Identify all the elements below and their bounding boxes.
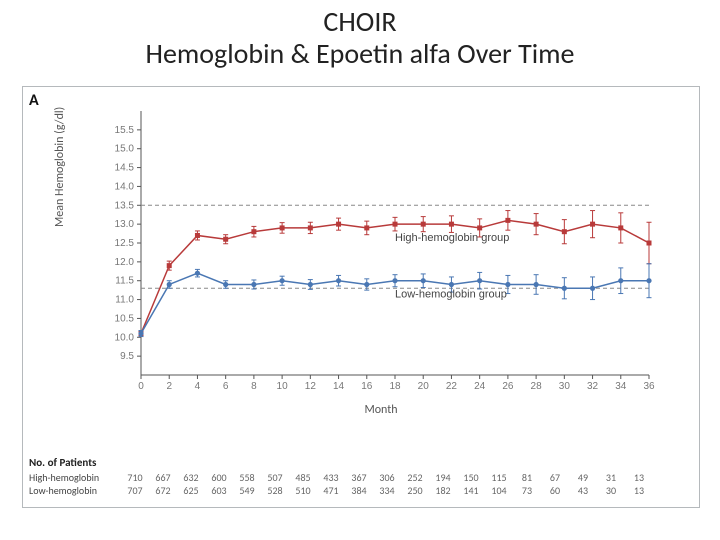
svg-text:22: 22	[446, 381, 458, 392]
counts-cell: 13	[625, 471, 653, 484]
counts-row-label: High-hemoglobin	[29, 471, 121, 484]
counts-cell: 433	[317, 471, 345, 484]
counts-cell: 707	[121, 484, 149, 497]
svg-text:34: 34	[615, 381, 627, 392]
counts-cell: 603	[205, 484, 233, 497]
counts-cell: 194	[429, 471, 457, 484]
svg-text:24: 24	[474, 381, 486, 392]
svg-text:28: 28	[531, 381, 543, 392]
svg-text:12.5: 12.5	[115, 238, 135, 249]
svg-text:4: 4	[195, 381, 201, 392]
counts-cell: 667	[149, 471, 177, 484]
title-line-2: Hemoglobin & Epoetin alfa Over Time	[146, 36, 575, 71]
counts-cell: 471	[317, 484, 345, 497]
svg-text:26: 26	[502, 381, 514, 392]
counts-cell: 150	[457, 471, 485, 484]
figure-panel: A Mean Hemoglobin (g/dl) 9.5 10.0 10.5 11.0…	[22, 86, 700, 508]
counts-cell: 367	[345, 471, 373, 484]
counts-cell: 141	[457, 484, 485, 497]
svg-text:20: 20	[418, 381, 430, 392]
y-axis-label: Mean Hemoglobin (g/dl)	[53, 107, 67, 227]
counts-cell: 384	[345, 484, 373, 497]
counts-row-high: High-hemoglobin7106676326005585074854333…	[29, 471, 693, 484]
counts-cell: 43	[569, 484, 597, 497]
plot-area: 9.5 10.0 10.5 11.0 11.5 12.0 12.5 13.0 13.5 14.0 1…	[101, 103, 661, 383]
counts-cell: 510	[289, 484, 317, 497]
svg-text:15.0: 15.0	[115, 144, 135, 155]
svg-text:11.5: 11.5	[115, 276, 134, 287]
counts-cell: 485	[289, 471, 317, 484]
counts-cell: 31	[597, 471, 625, 484]
svg-text:14: 14	[333, 381, 345, 392]
chart-svg: 9.5 10.0 10.5 11.0 11.5 12.0 12.5 13.0 13.5 14.0 1…	[101, 103, 661, 403]
panel-label: A	[29, 91, 39, 110]
counts-cell: 528	[261, 484, 289, 497]
svg-text:0: 0	[138, 381, 144, 392]
svg-text:14.5: 14.5	[115, 163, 135, 174]
svg-text:2: 2	[166, 381, 172, 392]
svg-text:16: 16	[361, 381, 373, 392]
svg-text:12.0: 12.0	[115, 257, 135, 268]
counts-cell: 67	[541, 471, 569, 484]
svg-text:30: 30	[559, 381, 571, 392]
counts-cell: 81	[513, 471, 541, 484]
counts-cell: 182	[429, 484, 457, 497]
svg-text:10.0: 10.0	[115, 332, 135, 343]
svg-text:12: 12	[305, 381, 317, 392]
patient-counts-block: No. of Patients High-hemoglobin710667632…	[29, 456, 693, 497]
counts-cell: 672	[149, 484, 177, 497]
counts-cell: 104	[485, 484, 513, 497]
counts-cell: 73	[513, 484, 541, 497]
svg-text:32: 32	[587, 381, 599, 392]
counts-cell: 306	[373, 471, 401, 484]
svg-text:13.0: 13.0	[115, 219, 135, 230]
counts-cell: 710	[121, 471, 149, 484]
svg-text:36: 36	[643, 381, 655, 392]
svg-text:11.0: 11.0	[115, 295, 134, 306]
svg-text:9.5: 9.5	[120, 351, 134, 362]
counts-cell: 252	[401, 471, 429, 484]
counts-title: No. of Patients	[29, 456, 693, 469]
counts-cell: 600	[205, 471, 233, 484]
counts-cell: 632	[177, 471, 205, 484]
title-line-1: CHOIR	[323, 4, 396, 39]
counts-row-label: Low-hemoglobin	[29, 484, 121, 497]
svg-text:Low-hemoglobin group: Low-hemoglobin group	[395, 289, 507, 301]
svg-text:10.5: 10.5	[115, 313, 135, 324]
counts-cell: 507	[261, 471, 289, 484]
x-axis-label: Month	[101, 403, 661, 417]
counts-cell: 558	[233, 471, 261, 484]
svg-text:13.5: 13.5	[115, 200, 135, 211]
counts-row-low: Low-hemoglobin70767262560354952851047138…	[29, 484, 693, 497]
svg-text:18: 18	[389, 381, 401, 392]
slide-title: CHOIR Hemoglobin & Epoetin alfa Over Tim…	[0, 6, 720, 70]
svg-text:High-hemoglobin group: High-hemoglobin group	[395, 232, 509, 244]
svg-text:8: 8	[251, 381, 257, 392]
counts-cell: 549	[233, 484, 261, 497]
counts-cell: 49	[569, 471, 597, 484]
svg-text:14.0: 14.0	[115, 181, 135, 192]
counts-cell: 625	[177, 484, 205, 497]
counts-cell: 334	[373, 484, 401, 497]
counts-cell: 30	[597, 484, 625, 497]
svg-text:10: 10	[277, 381, 289, 392]
counts-cell: 250	[401, 484, 429, 497]
counts-cell: 60	[541, 484, 569, 497]
counts-cell: 115	[485, 471, 513, 484]
counts-cell: 13	[625, 484, 653, 497]
svg-text:15.5: 15.5	[115, 125, 135, 136]
slide: CHOIR Hemoglobin & Epoetin alfa Over Tim…	[0, 0, 720, 540]
svg-text:6: 6	[223, 381, 229, 392]
